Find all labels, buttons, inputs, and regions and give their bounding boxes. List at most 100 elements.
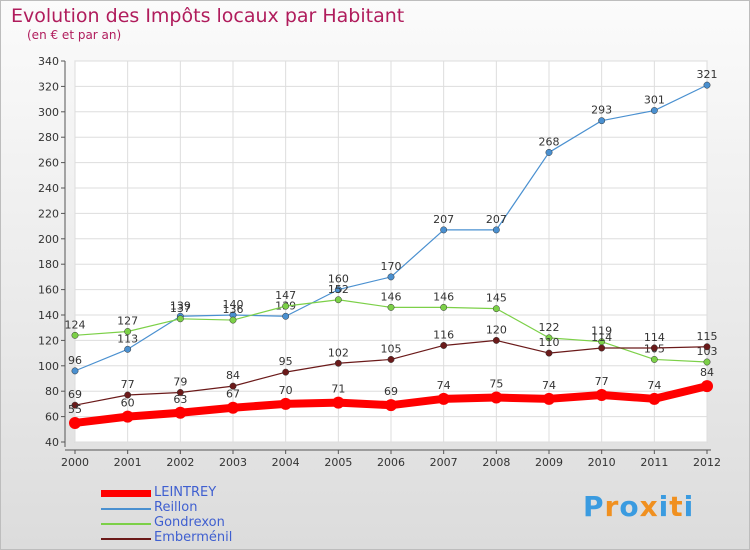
legend-label: Reillon (154, 500, 198, 515)
y-tick-label: 100 (38, 360, 59, 373)
data-point-reillon (440, 226, 448, 234)
x-tick-label: 2007 (430, 456, 458, 469)
data-point-leintrey (701, 380, 713, 393)
x-tick-label: 2008 (482, 456, 510, 469)
data-point-embermnil (229, 382, 237, 390)
data-label-gondrexon: 122 (539, 321, 560, 334)
x-tick-label: 2001 (114, 456, 142, 469)
data-label-embermnil: 115 (697, 330, 718, 343)
data-point-gondrexon (71, 331, 79, 339)
data-point-leintrey (437, 392, 450, 405)
data-point-gondrexon (387, 303, 395, 311)
data-point-embermnil (334, 359, 342, 367)
data-point-reillon (492, 226, 500, 234)
data-label-leintrey: 77 (595, 375, 609, 388)
data-label-reillon: 170 (381, 260, 402, 273)
x-tick-label: 2005 (324, 456, 352, 469)
data-point-reillon (124, 345, 132, 353)
data-label-gondrexon: 103 (697, 345, 718, 358)
y-tick-label: 120 (38, 334, 59, 347)
y-tick-label: 240 (38, 182, 59, 195)
data-point-leintrey (648, 392, 661, 405)
data-point-reillon (71, 367, 79, 375)
data-label-embermnil: 77 (121, 378, 135, 391)
data-label-embermnil: 120 (486, 323, 507, 336)
data-label-reillon: 207 (433, 213, 454, 226)
y-tick-label: 200 (38, 233, 59, 246)
y-tick-label: 340 (38, 55, 59, 68)
x-tick-label: 2011 (640, 456, 668, 469)
data-point-gondrexon (124, 328, 132, 335)
chart-title: Evolution des Impôts locaux par Habitant (11, 5, 405, 27)
data-label-reillon: 301 (644, 94, 665, 107)
data-label-gondrexon: 127 (117, 315, 138, 328)
data-point-leintrey (227, 401, 239, 414)
data-point-reillon (598, 117, 606, 125)
data-point-gondrexon (492, 305, 500, 313)
data-point-gondrexon (176, 315, 184, 323)
y-tick-label: 160 (38, 284, 59, 297)
y-tick-label: 220 (38, 207, 59, 220)
data-label-gondrexon: 124 (65, 318, 86, 331)
data-label-embermnil: 84 (226, 369, 240, 382)
data-point-embermnil (282, 368, 290, 376)
y-tick-label: 80 (45, 385, 59, 398)
data-point-embermnil (124, 391, 132, 399)
y-tick-label: 40 (45, 436, 59, 449)
legend-swatch (101, 508, 151, 510)
data-label-leintrey: 60 (121, 397, 135, 410)
y-tick-label: 300 (38, 106, 59, 119)
legend-swatch (101, 523, 151, 525)
data-point-leintrey (121, 410, 134, 423)
x-tick-label: 2006 (377, 456, 405, 469)
data-point-leintrey (490, 391, 503, 404)
x-tick-label: 2000 (61, 456, 89, 469)
data-point-reillon (703, 81, 711, 89)
y-tick-label: 60 (45, 411, 59, 424)
data-label-gondrexon: 136 (223, 303, 244, 316)
y-tick-label: 180 (38, 258, 59, 271)
data-label-reillon: 268 (539, 135, 560, 148)
data-point-embermnil (492, 336, 500, 344)
data-label-embermnil: 110 (539, 336, 560, 349)
x-tick-label: 2002 (166, 456, 194, 469)
data-label-leintrey: 69 (384, 385, 398, 398)
data-label-leintrey: 71 (331, 383, 345, 396)
data-label-gondrexon: 147 (275, 289, 296, 302)
y-tick-label: 320 (38, 80, 59, 93)
data-point-gondrexon (650, 356, 658, 363)
data-point-reillon (334, 286, 342, 294)
data-label-leintrey: 84 (700, 366, 714, 379)
data-point-gondrexon (334, 296, 342, 304)
legend-label: Gondrexon (154, 515, 225, 530)
data-label-reillon: 160 (328, 273, 349, 286)
x-tick-label: 2012 (693, 456, 721, 469)
y-tick-label: 280 (38, 131, 59, 144)
data-label-embermnil: 116 (433, 328, 454, 341)
chart-subtitle: (en € et par an) (27, 28, 122, 42)
data-point-gondrexon (703, 358, 711, 366)
data-label-gondrexon: 152 (328, 283, 349, 296)
data-label-reillon: 321 (697, 68, 718, 81)
proxiti-logo: Proxiti (583, 490, 695, 523)
data-point-embermnil (440, 342, 448, 349)
data-label-embermnil: 114 (644, 331, 665, 344)
data-label-leintrey: 75 (489, 378, 503, 391)
data-label-reillon: 139 (170, 299, 191, 312)
data-point-reillon (650, 107, 658, 114)
data-point-reillon (387, 273, 395, 281)
data-point-gondrexon (545, 334, 553, 342)
data-label-gondrexon: 146 (433, 290, 454, 303)
data-point-leintrey (595, 389, 608, 402)
data-point-embermnil (598, 344, 606, 352)
data-label-embermnil: 114 (591, 331, 612, 344)
x-tick-label: 2003 (219, 456, 247, 469)
data-label-embermnil: 105 (381, 342, 402, 355)
legend-swatch (101, 538, 151, 540)
data-label-reillon: 140 (223, 298, 244, 311)
data-point-gondrexon (229, 316, 237, 324)
data-label-leintrey: 63 (173, 393, 187, 406)
data-label-gondrexon: 137 (170, 302, 191, 315)
